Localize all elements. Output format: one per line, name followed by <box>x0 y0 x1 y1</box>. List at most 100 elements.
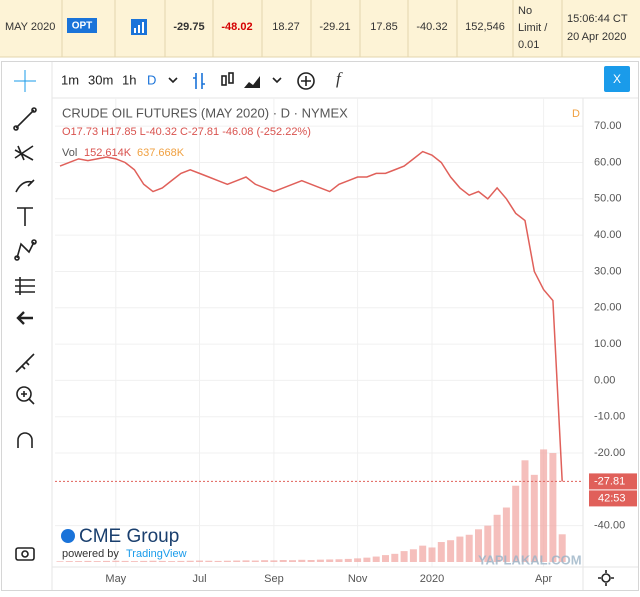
volume-bar <box>391 553 399 562</box>
volume-bar <box>447 540 455 562</box>
badge-bg[interactable] <box>67 18 97 33</box>
last-price-bg <box>589 473 637 490</box>
y-tick-label: 30.00 <box>594 265 622 277</box>
dropdown[interactable] <box>168 77 178 84</box>
volume-bar <box>549 453 557 562</box>
volume-bar <box>121 560 129 562</box>
volume-bar <box>540 449 548 562</box>
volume-bar <box>307 560 315 562</box>
volume-bar <box>409 549 417 562</box>
volume-bar <box>354 558 362 562</box>
low: -40.32 <box>416 21 447 33</box>
interval[interactable]: D <box>147 72 156 87</box>
logo: CME Group <box>79 526 179 547</box>
limit: 0.01 <box>518 39 539 51</box>
volume-bar <box>558 534 566 562</box>
volume-bar <box>419 545 427 562</box>
settings-icon[interactable] <box>598 570 614 586</box>
frame <box>1 61 639 591</box>
volume-bar <box>465 534 473 562</box>
powered-by: powered by <box>62 548 119 560</box>
indicator-icon[interactable] <box>297 72 315 90</box>
volume-bar <box>242 560 250 562</box>
y-tick-label: 10.00 <box>594 338 622 350</box>
volume-bar <box>56 561 64 562</box>
volume-bar <box>149 560 157 562</box>
volume-bar <box>196 560 203 562</box>
chart-title: CRUDE OIL FUTURES (MAY 2020) · D · NYMEX <box>62 105 348 120</box>
y-tick-label: 70.00 <box>594 120 622 132</box>
price-line <box>59 150 563 482</box>
volume-bar <box>521 460 529 562</box>
function-icon[interactable]: f <box>336 69 343 88</box>
close-bg[interactable] <box>604 66 630 92</box>
volume-legend: 152.614K <box>84 147 132 159</box>
y-tick-label: 50.00 <box>594 193 622 205</box>
volume-bar <box>177 560 185 562</box>
bars-icon[interactable] <box>193 73 205 89</box>
open: -29.21 <box>319 21 350 33</box>
volume-bar <box>168 561 176 562</box>
x-tick-label: Sep <box>264 573 284 585</box>
volume-bar <box>456 536 464 562</box>
badge[interactable]: OPT <box>72 21 93 32</box>
volume-bar <box>326 559 334 562</box>
volume-bar <box>270 560 278 562</box>
limit: Limit / <box>518 22 548 34</box>
interval[interactable]: 30m <box>88 72 113 87</box>
volume-bar <box>298 559 306 562</box>
volume-bar <box>261 560 269 562</box>
volume-bar <box>233 560 241 562</box>
interval[interactable]: 1m <box>61 72 79 87</box>
volume-bar <box>112 560 120 562</box>
volume-bar <box>484 525 492 562</box>
prior-settle: 18.27 <box>272 21 300 33</box>
y-tick-label: 20.00 <box>594 302 622 314</box>
logo-globe <box>61 529 75 543</box>
tool-icons[interactable] <box>13 70 37 561</box>
y-tick-label: -10.00 <box>594 411 625 423</box>
x-tick-label: 2020 <box>420 573 444 585</box>
change: -48.02 <box>221 21 252 33</box>
volume-bar <box>279 560 287 562</box>
volume-bar <box>502 507 510 562</box>
volume-bar <box>428 547 436 562</box>
volume-bar <box>251 560 259 562</box>
volume-bar <box>475 529 482 562</box>
volume-bar <box>344 558 352 562</box>
volume-bar <box>214 560 222 562</box>
updated: 20 Apr 2020 <box>567 31 626 43</box>
updated: 15:06:44 CT <box>567 13 628 25</box>
chart-icon[interactable] <box>131 19 147 35</box>
volume-bar <box>382 555 389 562</box>
close-button[interactable]: X <box>613 72 621 86</box>
volume-bar <box>93 561 101 562</box>
volume-bar <box>205 560 213 562</box>
volume-bar <box>103 560 110 562</box>
provider: TradingView <box>126 548 187 560</box>
y-tick-label: -20.00 <box>594 447 625 459</box>
y-tick-label: 40.00 <box>594 229 622 241</box>
volume-bar <box>289 560 296 562</box>
candles-icon[interactable] <box>221 72 234 86</box>
area-icon[interactable] <box>244 76 260 88</box>
x-tick-label: Nov <box>348 573 368 585</box>
interval[interactable]: 1h <box>122 72 136 87</box>
dropdown[interactable] <box>272 77 282 84</box>
y-tick-label: 60.00 <box>594 156 622 168</box>
volume-bar <box>75 561 83 562</box>
countdown: 42:53 <box>598 492 626 504</box>
volume: 152,546 <box>465 21 505 33</box>
volume-legend: 637.668K <box>137 147 185 159</box>
x-tick-label: Jul <box>192 573 206 585</box>
volume-bar <box>335 559 343 562</box>
volume-bar <box>493 514 501 562</box>
volume-bar <box>65 561 73 562</box>
volume-legend: Vol <box>62 147 77 159</box>
volume-bar <box>223 560 231 562</box>
volume-bar <box>130 561 138 562</box>
volume-bar <box>186 560 194 562</box>
watermark: YAPLAKAL.COM <box>478 552 582 567</box>
volume-bar <box>437 542 445 562</box>
